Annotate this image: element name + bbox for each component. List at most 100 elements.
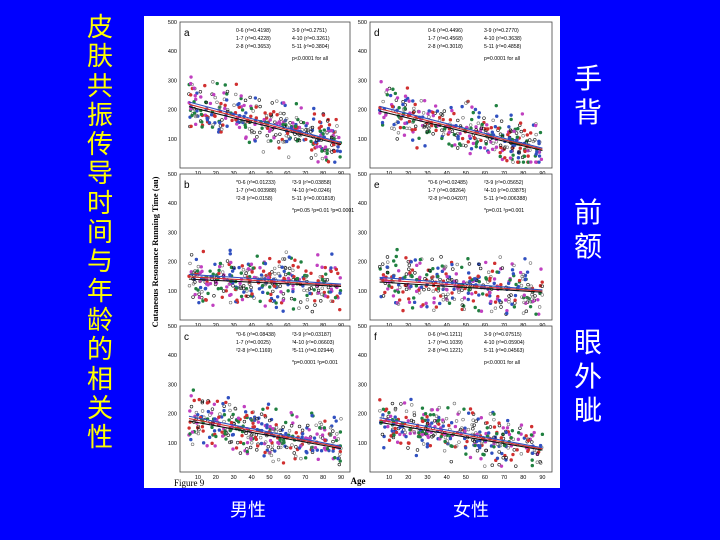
- scatter-point: [533, 294, 537, 298]
- scatter-point: [281, 425, 285, 429]
- legend-entry: ²3-9 (r²=0.03858): [292, 180, 332, 186]
- panel-letter: b: [184, 180, 190, 191]
- scatter-point: [246, 294, 250, 299]
- scatter-point: [231, 412, 235, 417]
- scatter-point: [415, 448, 420, 452]
- scatter-point: [260, 126, 264, 130]
- scatter-point: [286, 276, 291, 281]
- scatter-point: [431, 110, 435, 115]
- title-char: 间: [86, 218, 113, 249]
- scatter-point: [454, 444, 459, 448]
- scatter-point: [328, 425, 333, 430]
- scatter-point: [506, 418, 510, 423]
- scatter-point: [477, 293, 481, 297]
- scatter-point: [309, 130, 313, 134]
- scatter-point: [195, 109, 199, 113]
- panel-frame: [179, 21, 351, 169]
- scatter-point: [510, 302, 514, 306]
- scatter-point: [232, 265, 236, 270]
- scatter-point: [487, 431, 491, 435]
- scatter-point: [325, 148, 329, 152]
- scatter-point: [408, 271, 412, 275]
- y-tick-label: 400: [358, 49, 367, 55]
- scatter-point: [218, 412, 222, 416]
- scatter-point: [493, 261, 497, 266]
- scatter-point: [305, 297, 310, 302]
- scatter-point: [461, 116, 465, 120]
- scatter-point: [510, 428, 515, 433]
- scatter-point: [420, 406, 425, 410]
- scatter-point: [436, 286, 441, 291]
- scatter-point: [519, 283, 524, 288]
- scatter-point: [407, 286, 411, 291]
- scatter-point: [214, 434, 218, 439]
- scatter-point: [476, 274, 480, 278]
- scatter-point: [250, 410, 254, 415]
- scatter-point: [517, 151, 521, 155]
- scatter-point: [431, 132, 435, 136]
- scatter-point: [537, 312, 541, 316]
- scatter-point: [456, 134, 460, 139]
- scatter-point: [497, 462, 501, 467]
- scatter-point: [287, 266, 292, 270]
- scatter-point: [275, 113, 279, 117]
- scatter-point: [377, 265, 382, 269]
- scatter-point: [405, 86, 410, 90]
- scatter-point: [509, 117, 513, 122]
- scatter-point: [329, 269, 333, 274]
- scatter-point: [506, 422, 511, 427]
- scatter-point: [253, 139, 257, 143]
- scatter-point: [319, 448, 324, 453]
- scatter-point: [228, 440, 232, 445]
- scatter-point: [297, 424, 302, 429]
- scatter-point: [209, 113, 214, 117]
- scatter-point: [276, 271, 281, 276]
- scatter-point: [393, 289, 397, 293]
- scatter-point: [220, 430, 224, 434]
- y-tick-label: 400: [358, 201, 367, 207]
- scatter-point: [392, 122, 396, 127]
- scatter-point: [401, 290, 405, 294]
- trend-line: [188, 273, 342, 285]
- scatter-point: [489, 125, 494, 130]
- scatter-point: [203, 297, 208, 302]
- scatter-point: [207, 435, 212, 440]
- scatter-point: [200, 400, 205, 405]
- scatter-point: [378, 409, 382, 413]
- scatter-point: [231, 447, 235, 451]
- scatter-point: [189, 93, 193, 97]
- scatter-point: [507, 125, 511, 129]
- scatter-point: [277, 146, 281, 150]
- scatter-point: [436, 419, 440, 423]
- scatter-point: [530, 458, 534, 462]
- scatter-point: [212, 294, 216, 298]
- scatter-point: [412, 106, 416, 111]
- scatter-point: [237, 265, 241, 270]
- scatter-point: [226, 396, 231, 400]
- scatter-point: [385, 270, 390, 275]
- scatter-point: [310, 125, 315, 130]
- scatter-point: [414, 289, 419, 294]
- scatter-point: [539, 267, 543, 271]
- scatter-point: [504, 430, 508, 435]
- side-label-char: 眦: [573, 394, 602, 427]
- scatter-point: [208, 269, 212, 273]
- scatter-point: [400, 430, 404, 434]
- scatter-point: [241, 441, 246, 446]
- y-tick-label: 200: [168, 108, 177, 114]
- scatter-point: [411, 419, 416, 424]
- trend-line: [379, 421, 543, 451]
- scatter-point: [437, 115, 442, 120]
- scatter-point: [201, 441, 206, 445]
- slide-title: 皮肤共振传导时间与年龄的相关性: [82, 13, 118, 453]
- scatter-point: [213, 121, 217, 125]
- scatter-point: [448, 118, 453, 122]
- scatter-point: [473, 443, 477, 448]
- legend-entry: 5-11 (r²=0.001818): [292, 196, 335, 202]
- scatter-point: [508, 128, 513, 132]
- scatter-point: [475, 439, 479, 444]
- scatter-point: [224, 400, 228, 405]
- legend-entry: 3-9 (r²=0.07515): [484, 332, 522, 338]
- scatter-point: [331, 439, 335, 444]
- panel-letter: c: [184, 332, 189, 343]
